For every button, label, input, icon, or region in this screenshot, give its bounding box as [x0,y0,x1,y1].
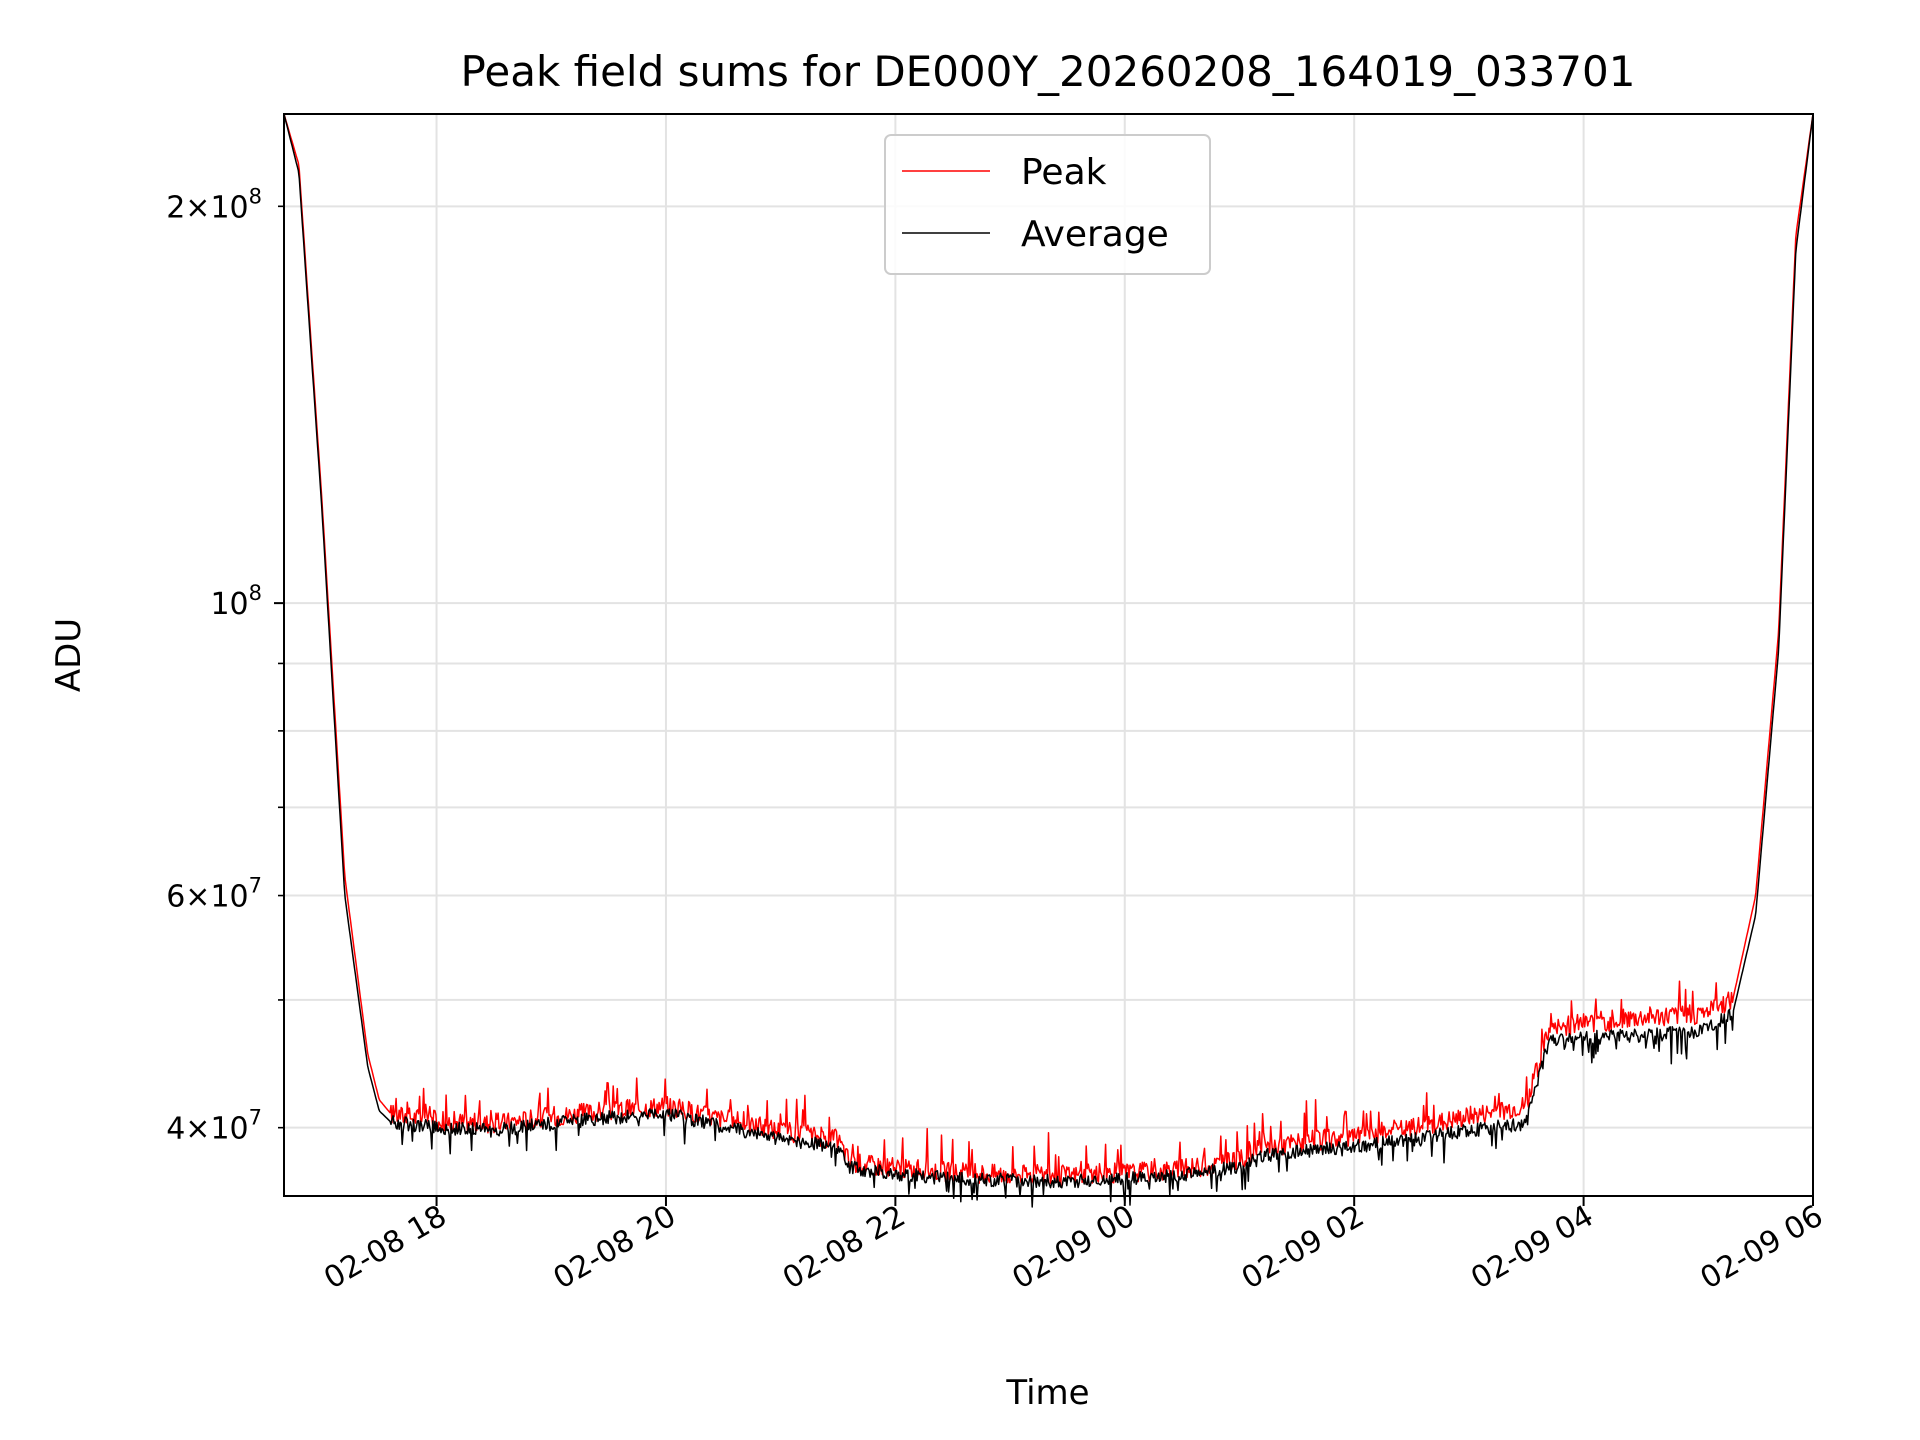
series-line-peak [283,113,1814,1187]
y-tick-label: 4×107 [166,1106,262,1147]
plot-frame [283,113,1814,1197]
x-axis-label: Time [1005,1373,1089,1413]
y-axis-label: ADU [49,618,89,692]
series-line-average [283,113,1814,1208]
y-tick-label: 2×108 [166,184,262,225]
series-layer [283,113,1814,1208]
y-tick-label: 6×107 [166,874,262,915]
legend: Peak Average [884,134,1211,275]
legend-label-peak: Peak [1021,152,1107,193]
legend-box [884,134,1211,275]
chart-title: Peak field sums for DE000Y_20260208_1640… [461,47,1636,96]
legend-label-average: Average [1021,214,1169,255]
